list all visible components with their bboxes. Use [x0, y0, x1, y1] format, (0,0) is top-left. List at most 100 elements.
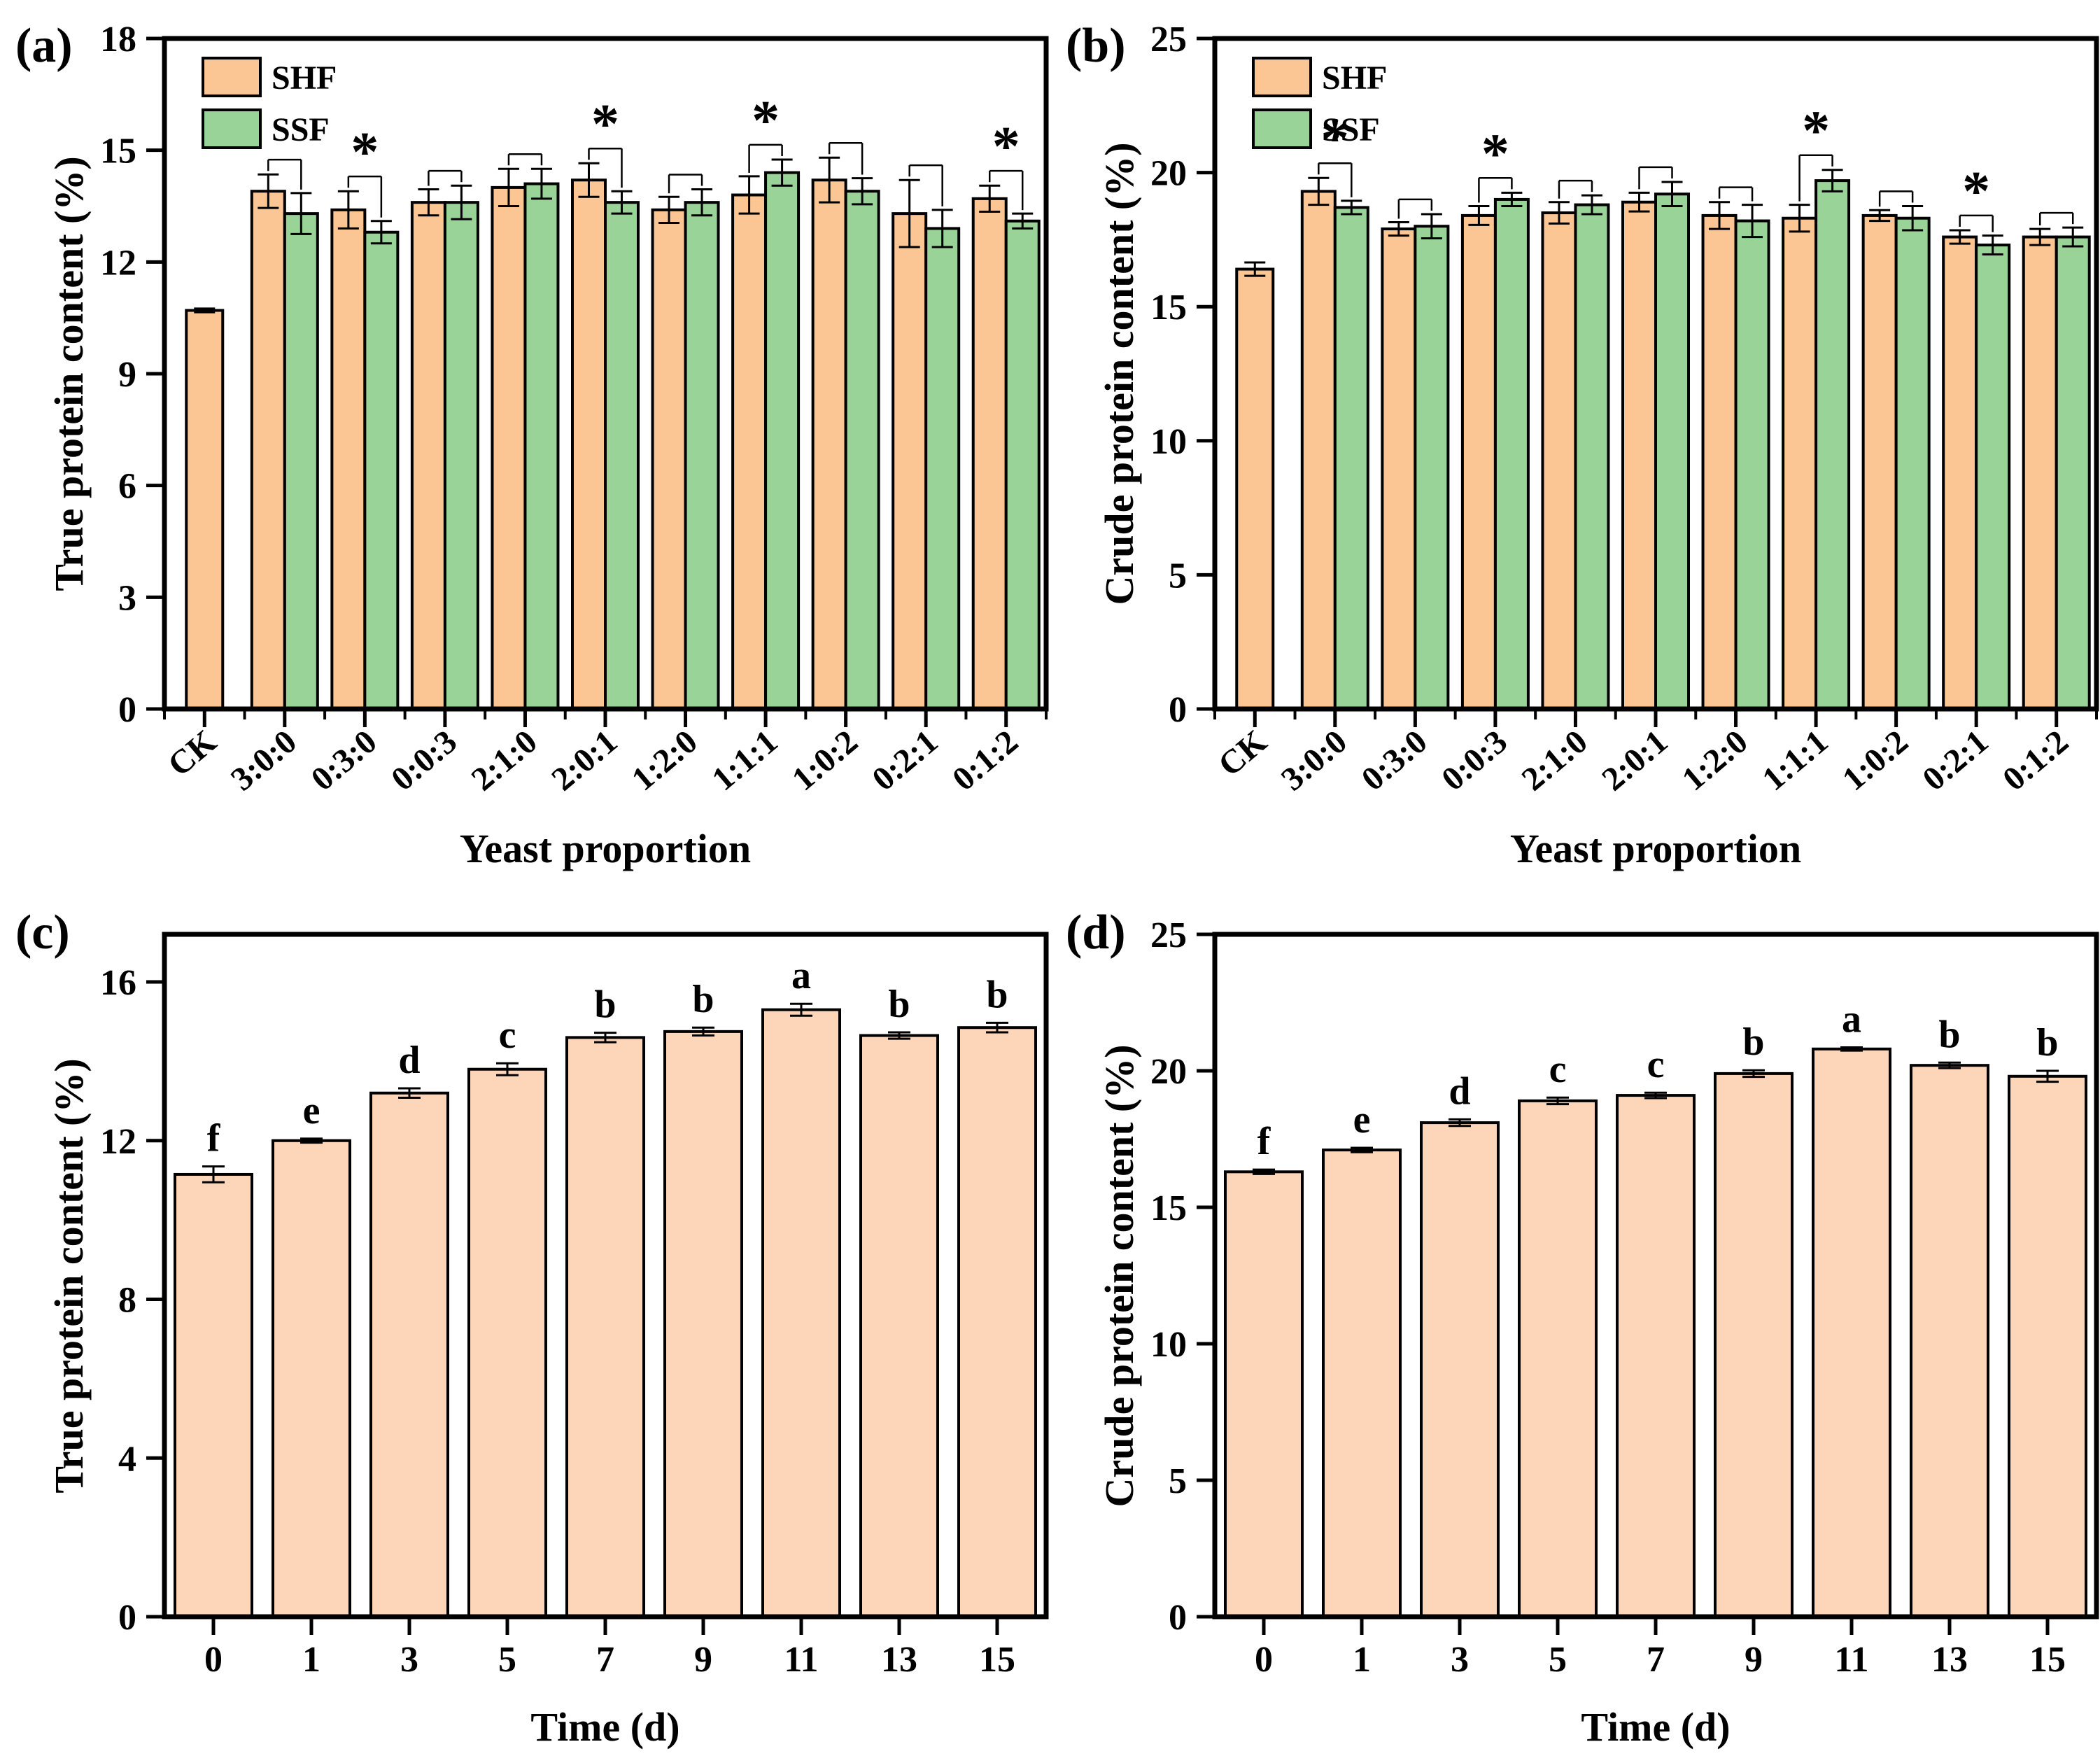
legend-label-shf: SHF — [1322, 59, 1387, 97]
x-tick-label: 13 — [881, 1640, 917, 1680]
x-axis-label-d: Time (d) — [1581, 1704, 1730, 1750]
significance-letter: c — [1549, 1048, 1567, 1091]
bar — [467, 1067, 547, 1618]
x-tick-label: 0:2:1 — [1916, 723, 1996, 798]
bar — [363, 230, 400, 710]
x-tick-label: 3 — [1451, 1640, 1469, 1680]
bar — [1734, 219, 1770, 710]
bar — [844, 190, 880, 710]
bar — [1414, 225, 1450, 710]
bar — [1460, 213, 1497, 710]
y-tick-label: 0 — [1169, 690, 1187, 730]
panel-a: (a) True protein content (%) Yeast propo… — [0, 0, 1050, 878]
bar — [924, 227, 961, 710]
bar — [1812, 1047, 1891, 1619]
bar — [651, 208, 687, 711]
x-tick-label: 2:1:0 — [1515, 723, 1595, 798]
bar — [761, 1008, 841, 1618]
bar — [1574, 203, 1610, 711]
y-tick-label: 0 — [118, 690, 136, 730]
x-tick-label: CK — [1211, 723, 1274, 784]
significance-letter: b — [888, 983, 910, 1026]
panel-d: (d) Crude protein content (%) Time (d) f… — [1050, 878, 2100, 1756]
significance-letter: b — [986, 973, 1008, 1016]
x-tick-label: 0:2:1 — [866, 723, 945, 798]
legend-swatch-ssf — [1252, 108, 1312, 149]
bar — [1381, 227, 1417, 710]
x-tick-label: 0:3:0 — [304, 723, 384, 798]
bar — [330, 208, 367, 711]
x-axis-label-a: Yeast proportion — [460, 826, 751, 871]
plot-d: (d) Crude protein content (%) Time (d) f… — [1066, 906, 2099, 1750]
bar — [971, 197, 1008, 711]
significance-asterisk: * — [591, 94, 619, 155]
y-tick-label: 15 — [100, 132, 136, 171]
x-tick-label: 9 — [1745, 1640, 1763, 1680]
bar — [731, 193, 768, 710]
y-tick-label: 4 — [118, 1439, 136, 1479]
x-tick-label: 2:0:1 — [1595, 723, 1675, 798]
plot-frame — [1212, 36, 2099, 712]
y-tick-label: 5 — [1169, 1461, 1187, 1501]
y-tick-label: 25 — [1150, 915, 1187, 955]
significance-letter: b — [1742, 1020, 1764, 1064]
bar — [185, 309, 225, 710]
x-tick-label: CK — [161, 723, 223, 784]
bar — [684, 201, 720, 710]
chart-layer-c: f 0 e 1 d 3 c 5 b 7 b 9 a 11 b 13 b 15 0 4 8 12 16 — [100, 932, 1049, 1680]
bar — [1701, 213, 1738, 710]
bar — [604, 201, 640, 710]
plot-b: (b) Crude protein content (%) Yeast prop… — [1066, 19, 2099, 871]
significance-letter: f — [1257, 1120, 1271, 1163]
bar — [1004, 219, 1041, 710]
x-tick-label: 5 — [1549, 1640, 1567, 1680]
bar — [1942, 235, 1978, 710]
significance-asterisk: * — [1321, 108, 1349, 170]
bar — [1861, 213, 1898, 710]
plot-frame — [1212, 932, 2099, 1620]
bar — [1518, 1099, 1598, 1618]
legend-label-shf: SHF — [272, 59, 337, 97]
x-tick-label: 3:0:0 — [224, 723, 304, 798]
x-tick-label: 0:1:2 — [945, 723, 1025, 798]
bar — [1654, 192, 1690, 711]
y-tick-label: 5 — [1169, 556, 1187, 596]
significance-letter: e — [1353, 1098, 1371, 1142]
bar — [250, 190, 286, 710]
bar — [491, 185, 527, 710]
significance-letter: b — [594, 983, 616, 1027]
x-tick-label: 1 — [302, 1640, 320, 1680]
x-tick-label: 2:0:1 — [544, 723, 624, 798]
x-axis-label-b: Yeast proportion — [1510, 826, 1801, 871]
bar — [1616, 1094, 1696, 1619]
x-tick-label: 0:0:3 — [1435, 723, 1514, 798]
significance-asterisk: * — [752, 90, 780, 152]
significance-letter: f — [207, 1117, 221, 1160]
x-tick-label: 3 — [400, 1640, 418, 1680]
legend-label-ssf: SSF — [272, 111, 330, 148]
y-tick-label: 15 — [1150, 1188, 1187, 1228]
x-tick-label: 13 — [1931, 1640, 1968, 1680]
significance-letter: b — [2036, 1021, 2058, 1065]
bar — [571, 178, 607, 710]
y-tick-label: 12 — [100, 1122, 136, 1162]
chart-layer-a: CK 3:0:0 * 0:3:0 0:0:3 2:1:0 * 2:0:1 1:2:0 * 1:1:1… — [100, 20, 1049, 798]
significance-letter: a — [791, 954, 811, 997]
bar — [1235, 267, 1275, 710]
bar — [1420, 1121, 1500, 1619]
bar — [1300, 190, 1337, 710]
bar — [1224, 1170, 1304, 1618]
y-tick-label: 12 — [100, 243, 136, 283]
x-tick-label: 15 — [979, 1640, 1015, 1680]
x-tick-label: 1:0:2 — [785, 723, 865, 798]
x-axis-label-c: Time (d) — [530, 1704, 679, 1750]
significance-letter: e — [303, 1089, 320, 1132]
bar — [1814, 179, 1851, 710]
y-axis-label-c: True protein content (%) — [46, 1058, 92, 1493]
plot-frame — [162, 36, 1049, 712]
significance-asterisk: * — [1962, 161, 1990, 223]
y-axis-label-a: True protein content (%) — [46, 156, 92, 591]
significance-letter: d — [398, 1039, 420, 1082]
bar — [957, 1026, 1037, 1618]
bar — [1333, 206, 1369, 710]
